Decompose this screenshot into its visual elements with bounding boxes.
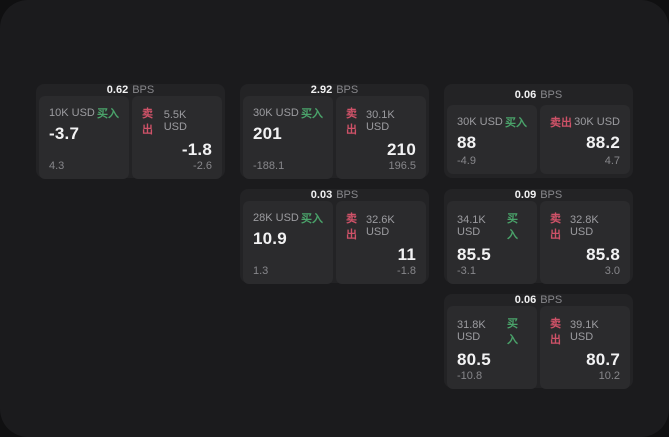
buy-label: 买入 [301, 213, 323, 225]
sell-amount: 39.1K USD [569, 319, 599, 343]
spread-value: 0.62 [106, 84, 129, 96]
quote-card: 0.03 BPS 28K USD 买入 10.9 1.3 卖出 32.6K US… [240, 189, 429, 284]
buy-amount: 31.8K USD [457, 319, 486, 343]
buy-label: 买入 [505, 117, 527, 129]
sell-sub-value: -2.6 [193, 160, 212, 172]
sell-price: 11 [397, 245, 416, 264]
spread-unit: BPS [132, 84, 155, 96]
quote-card: 0.06 BPS 31.8K USD 买入 80.5 -10.8 卖出 39.1… [444, 294, 633, 389]
buy-panel[interactable]: 10K USD 买入 -3.7 4.3 [39, 96, 129, 179]
quote-card: 0.62 BPS 10K USD 买入 -3.7 4.3 卖出 5.5K USD [36, 84, 225, 179]
sell-sub-value: 196.5 [388, 160, 416, 172]
buy-amount: 34.1K USD [457, 214, 486, 238]
spread-header: 2.92 BPS [243, 84, 426, 96]
buy-price: 201 [253, 124, 282, 143]
sell-amount: 30K USD [574, 116, 620, 128]
buy-panel[interactable]: 34.1K USD 买入 85.5 -3.1 [447, 201, 537, 284]
buy-sub-value: -4.9 [457, 155, 476, 167]
buy-sub-value: -10.8 [457, 370, 483, 382]
spread-unit: BPS [336, 189, 359, 201]
buy-price: 88 [457, 133, 477, 152]
sell-panel[interactable]: 卖出 30K USD 88.2 4.7 [540, 105, 630, 174]
sell-label: 卖出 [550, 213, 561, 241]
quote-card-grid: 0.62 BPS 10K USD 买入 -3.7 4.3 卖出 5.5K USD [36, 84, 633, 389]
sell-sub-value: 10.2 [598, 370, 620, 382]
spread-value: 0.03 [310, 189, 333, 201]
buy-amount: 30K USD [253, 107, 299, 119]
spread-unit: BPS [540, 88, 563, 101]
sell-label: 卖出 [550, 318, 561, 346]
buy-price: 85.5 [457, 245, 491, 264]
sell-sub-value: -1.8 [397, 265, 416, 277]
quote-card: 2.92 BPS 30K USD 买入 201 -188.1 卖出 30.1K … [240, 84, 429, 179]
spread-unit: BPS [336, 84, 359, 96]
spread-value: 0.09 [514, 189, 537, 201]
quote-card: 0.09 BPS 34.1K USD 买入 85.5 -3.1 卖出 32.8K… [444, 189, 633, 284]
buy-panel[interactable]: 30K USD 买入 201 -188.1 [243, 96, 333, 179]
spread-header: 0.06 BPS [447, 84, 630, 105]
buy-panel[interactable]: 31.8K USD 买入 80.5 -10.8 [447, 306, 537, 389]
sell-panel[interactable]: 卖出 5.5K USD -1.8 -2.6 [132, 96, 222, 179]
sell-sub-value: 4.7 [604, 155, 620, 167]
sell-price: 210 [387, 140, 416, 159]
sell-amount: 32.6K USD [365, 214, 395, 238]
sell-panel[interactable]: 卖出 39.1K USD 80.7 10.2 [540, 306, 630, 389]
sell-price: 88.2 [586, 133, 620, 152]
spread-header: 0.09 BPS [447, 189, 630, 201]
buy-amount: 10K USD [49, 107, 95, 119]
spread-value: 2.92 [310, 84, 333, 96]
spread-header: 0.03 BPS [243, 189, 426, 201]
buy-label: 买入 [507, 318, 519, 346]
spread-header: 0.62 BPS [39, 84, 222, 96]
buy-panel[interactable]: 30K USD 买入 88 -4.9 [447, 105, 537, 174]
sell-label: 卖出 [346, 108, 357, 136]
buy-sub-value: 4.3 [49, 160, 65, 172]
quote-card: 0.06 BPS 30K USD 买入 88 -4.9 卖出 30K USD [444, 84, 633, 178]
buy-sub-value: 1.3 [253, 265, 269, 277]
buy-label: 买入 [301, 108, 323, 120]
spread-header: 0.06 BPS [447, 294, 630, 306]
sell-panel[interactable]: 卖出 30.1K USD 210 196.5 [336, 96, 426, 179]
sell-panel[interactable]: 卖出 32.6K USD 11 -1.8 [336, 201, 426, 284]
sell-panel[interactable]: 卖出 32.8K USD 85.8 3.0 [540, 201, 630, 284]
sell-amount: 30.1K USD [365, 109, 395, 133]
buy-price: -3.7 [49, 124, 80, 143]
buy-amount: 28K USD [253, 212, 299, 224]
sell-price: 80.7 [586, 350, 620, 369]
buy-panel[interactable]: 28K USD 买入 10.9 1.3 [243, 201, 333, 284]
sell-amount: 32.8K USD [569, 214, 599, 238]
spread-unit: BPS [540, 294, 563, 306]
sell-label: 卖出 [142, 108, 153, 136]
spread-value: 0.06 [514, 294, 537, 306]
buy-sub-value: -188.1 [253, 160, 285, 172]
buy-amount: 30K USD [457, 116, 503, 128]
buy-label: 买入 [507, 213, 519, 241]
sell-price: 85.8 [586, 245, 620, 264]
sell-label: 卖出 [550, 117, 572, 129]
sell-amount: 5.5K USD [163, 109, 187, 133]
spread-value: 0.06 [514, 88, 537, 101]
buy-price: 80.5 [457, 350, 491, 369]
sell-label: 卖出 [346, 213, 357, 241]
buy-sub-value: -3.1 [457, 265, 476, 277]
spread-unit: BPS [540, 189, 563, 201]
buy-price: 10.9 [253, 229, 287, 248]
sell-price: -1.8 [181, 140, 212, 159]
sell-sub-value: 3.0 [604, 265, 620, 277]
buy-label: 买入 [97, 108, 119, 120]
